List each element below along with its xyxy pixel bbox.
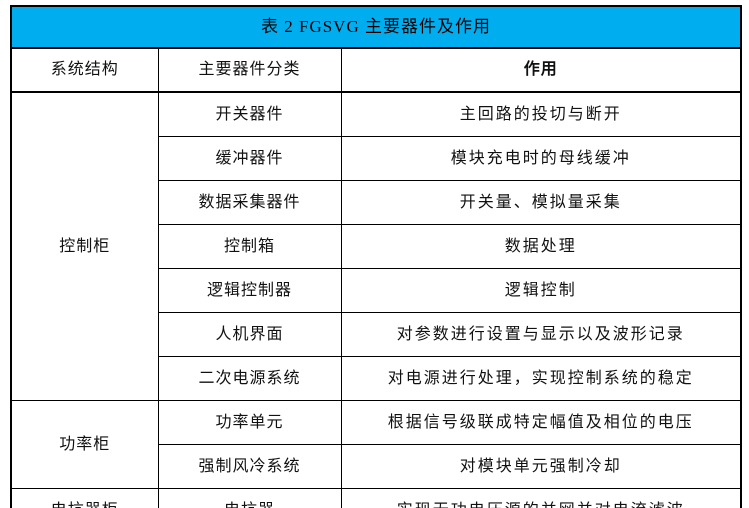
table-row: 逻辑控制器 逻辑控制 [11, 268, 742, 313]
table-row: 数据采集器件 开关量、模拟量采集 [11, 180, 742, 225]
group-label-power-cabinet: 功率柜 [10, 400, 159, 489]
function-cell: 实现无功电压源的并网并对电流滤波 [340, 488, 742, 508]
table-title-row: 表 2 FGSVG 主要器件及作用 [10, 5, 742, 49]
table-row: 二次电源系统 对电源进行处理，实现控制系统的稳定 [11, 356, 742, 401]
component-cell: 逻辑控制器 [157, 268, 342, 313]
table-row: 人机界面 对参数进行设置与显示以及波形记录 [11, 312, 742, 357]
table-row: 控制柜 开关器件 主回路的投切与断开 [10, 91, 742, 401]
col-header-component: 主要器件分类 [157, 47, 342, 93]
table-row: 电抗器柜 电抗器 实现无功电压源的并网并对电流滤波 [10, 488, 742, 508]
component-cell: 开关器件 [157, 91, 342, 137]
table-row: 功率柜 功率单元 根据信号级联成特定幅值及相位的电压 [10, 400, 742, 489]
group-label-control-cabinet: 控制柜 [10, 91, 159, 401]
table-title: 表 2 FGSVG 主要器件及作用 [10, 5, 742, 49]
component-cell: 人机界面 [157, 312, 342, 357]
table-header-row: 系统结构 主要器件分类 作用 [10, 47, 742, 93]
function-cell: 对电源进行处理，实现控制系统的稳定 [340, 356, 742, 401]
function-cell: 开关量、模拟量采集 [340, 180, 742, 225]
function-cell: 模块充电时的母线缓冲 [340, 136, 742, 181]
components-table: 表 2 FGSVG 主要器件及作用 系统结构 主要器件分类 作用 控制柜 开关器… [10, 5, 742, 508]
col-header-structure: 系统结构 [10, 47, 159, 93]
function-cell: 对模块单元强制冷却 [340, 444, 742, 489]
function-cell: 数据处理 [340, 224, 742, 269]
group-label-reactor-cabinet: 电抗器柜 [10, 488, 159, 508]
table-row: 控制箱 数据处理 [11, 224, 742, 269]
component-cell: 强制风冷系统 [157, 444, 342, 489]
component-cell: 数据采集器件 [157, 180, 342, 225]
function-cell: 对参数进行设置与显示以及波形记录 [340, 312, 742, 357]
component-cell: 电抗器 [157, 488, 342, 508]
col-header-function: 作用 [340, 47, 742, 93]
table-row: 缓冲器件 模块充电时的母线缓冲 [11, 136, 742, 181]
function-cell: 主回路的投切与断开 [340, 91, 742, 137]
component-cell: 缓冲器件 [157, 136, 342, 181]
function-cell: 逻辑控制 [340, 268, 742, 313]
component-cell: 功率单元 [157, 400, 342, 445]
component-cell: 二次电源系统 [157, 356, 342, 401]
function-cell: 根据信号级联成特定幅值及相位的电压 [340, 400, 742, 445]
component-cell: 控制箱 [157, 224, 342, 269]
table-row: 强制风冷系统 对模块单元强制冷却 [11, 444, 742, 489]
